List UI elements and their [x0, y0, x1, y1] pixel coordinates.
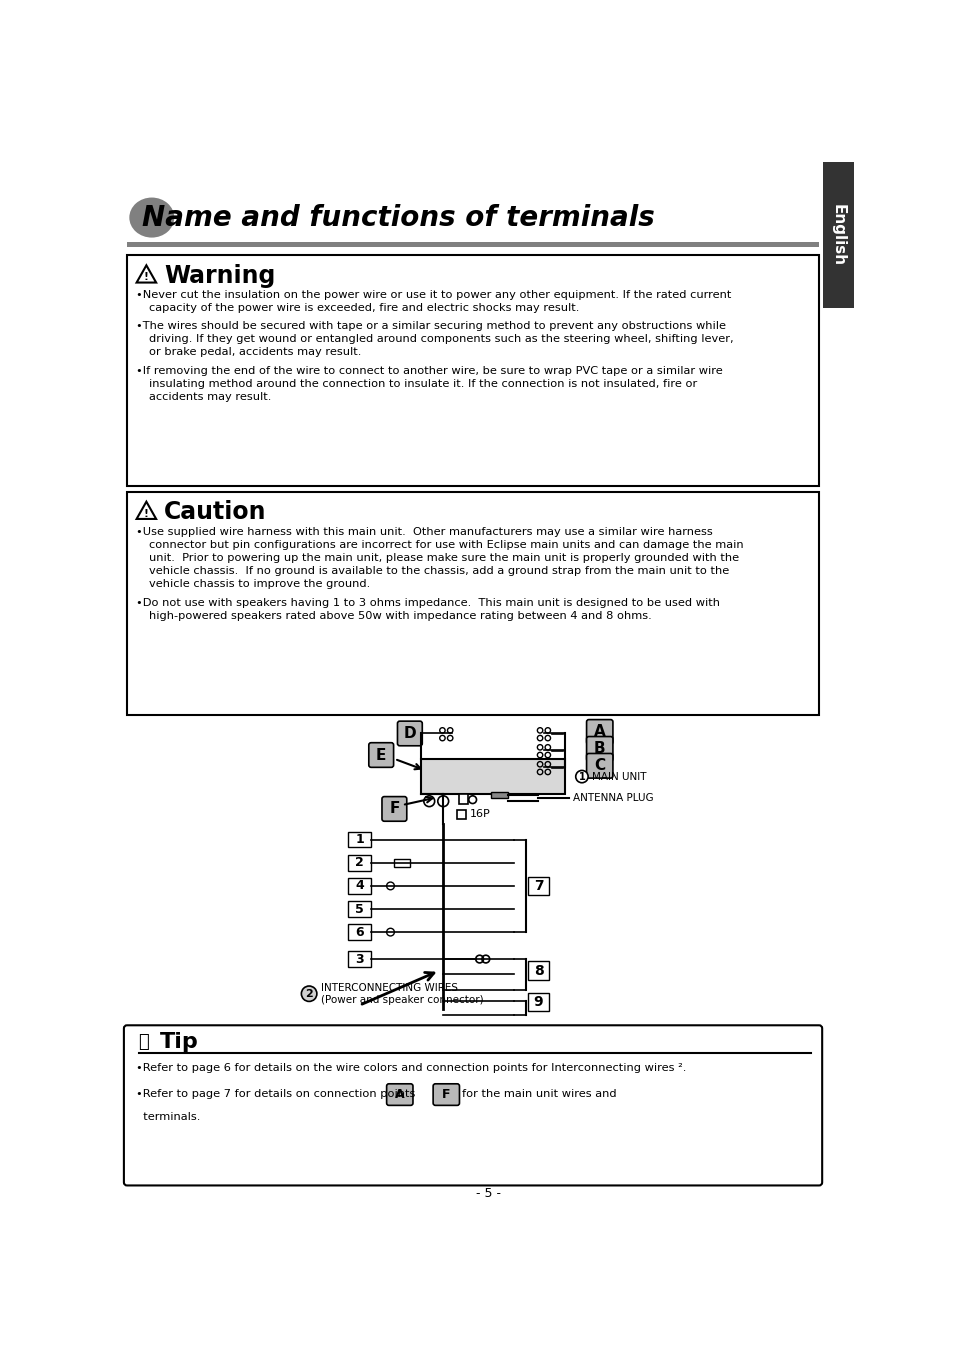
Text: Caution: Caution — [164, 500, 267, 524]
Text: MAIN UNIT: MAIN UNIT — [592, 771, 646, 782]
Text: 2: 2 — [305, 989, 313, 998]
Text: 6: 6 — [355, 925, 363, 939]
Bar — [348, 924, 371, 940]
Circle shape — [575, 770, 587, 782]
Text: !: ! — [144, 508, 149, 519]
Text: •The wires should be secured with tape or a similar securing method to prevent a: •The wires should be secured with tape o… — [136, 322, 725, 331]
Text: E: E — [375, 747, 386, 762]
Text: (Power and speaker connector): (Power and speaker connector) — [320, 994, 483, 1005]
FancyBboxPatch shape — [586, 736, 612, 761]
Bar — [528, 962, 548, 979]
Text: English: English — [830, 204, 845, 266]
FancyBboxPatch shape — [369, 743, 394, 767]
Text: •Refer to page 6 for details on the wire colors and connection points for Interc: •Refer to page 6 for details on the wire… — [136, 1063, 686, 1074]
Polygon shape — [136, 265, 156, 282]
Bar — [348, 878, 371, 893]
Text: •Refer to page 7 for details on connection points: •Refer to page 7 for details on connecti… — [136, 1089, 416, 1098]
Text: Tip: Tip — [159, 1032, 198, 1052]
Text: F: F — [389, 801, 399, 816]
Text: A: A — [594, 724, 605, 739]
Bar — [491, 792, 508, 798]
Text: 2: 2 — [355, 857, 363, 869]
FancyBboxPatch shape — [586, 754, 612, 778]
Text: capacity of the power wire is exceeded, fire and electric shocks may result.: capacity of the power wire is exceeded, … — [149, 303, 578, 312]
Text: •Never cut the insulation on the power wire or use it to power any other equipme: •Never cut the insulation on the power w… — [136, 289, 731, 300]
Text: - 5 -: - 5 - — [476, 1188, 501, 1201]
Text: !: ! — [144, 272, 149, 282]
Polygon shape — [136, 501, 156, 519]
Text: vehicle chassis to improve the ground.: vehicle chassis to improve the ground. — [149, 580, 370, 589]
Text: 1: 1 — [578, 771, 585, 782]
Bar — [456, 809, 466, 819]
Bar — [348, 901, 371, 917]
Text: for the main unit wires and: for the main unit wires and — [461, 1089, 616, 1098]
Text: 3: 3 — [355, 952, 363, 966]
Bar — [394, 859, 410, 867]
Text: 8: 8 — [533, 963, 543, 978]
Text: unit.  Prior to powering up the main unit, please make sure the main unit is pro: unit. Prior to powering up the main unit… — [149, 553, 738, 563]
Text: C: C — [594, 758, 604, 773]
Text: A: A — [395, 1088, 404, 1101]
Circle shape — [301, 986, 316, 1001]
FancyBboxPatch shape — [822, 162, 853, 308]
Text: 1: 1 — [355, 834, 363, 846]
Ellipse shape — [130, 197, 174, 238]
Text: 7: 7 — [533, 880, 543, 893]
Text: vehicle chassis.  If no ground is available to the chassis, add a ground strap f: vehicle chassis. If no ground is availab… — [149, 566, 728, 576]
Text: Warning: Warning — [164, 263, 275, 288]
Bar — [458, 794, 468, 804]
Text: B: B — [594, 742, 605, 757]
Text: 16P: 16P — [469, 809, 490, 819]
Text: Name and functions of terminals: Name and functions of terminals — [142, 204, 655, 231]
Bar — [348, 832, 371, 847]
Text: INTERCONNECTING WIRES: INTERCONNECTING WIRES — [320, 984, 457, 993]
Bar — [528, 993, 548, 1012]
Text: •If removing the end of the wire to connect to another wire, be sure to wrap PVC: •If removing the end of the wire to conn… — [136, 366, 722, 376]
Text: driving. If they get wound or entangled around components such as the steering w: driving. If they get wound or entangled … — [149, 334, 733, 345]
FancyBboxPatch shape — [381, 797, 406, 821]
Text: 4: 4 — [355, 880, 363, 893]
Bar — [528, 877, 548, 896]
Text: insulating method around the connection to insulate it. If the connection is not: insulating method around the connection … — [149, 378, 697, 389]
Text: accidents may result.: accidents may result. — [149, 392, 271, 403]
Text: D: D — [403, 725, 416, 740]
FancyBboxPatch shape — [127, 492, 819, 715]
Text: •Do not use with speakers having 1 to 3 ohms impedance.  This main unit is desig: •Do not use with speakers having 1 to 3 … — [136, 597, 720, 608]
Text: or brake pedal, accidents may result.: or brake pedal, accidents may result. — [149, 347, 360, 357]
Bar — [127, 242, 819, 247]
Text: ANTENNA PLUG: ANTENNA PLUG — [572, 793, 653, 802]
Text: 👉: 👉 — [138, 1034, 150, 1051]
Bar — [348, 951, 371, 967]
Text: F: F — [441, 1088, 450, 1101]
FancyBboxPatch shape — [397, 721, 422, 746]
Circle shape — [423, 796, 435, 807]
FancyBboxPatch shape — [386, 1084, 413, 1105]
Bar — [421, 759, 564, 793]
Circle shape — [437, 796, 448, 807]
FancyBboxPatch shape — [586, 720, 612, 744]
FancyBboxPatch shape — [433, 1084, 459, 1105]
Text: high-powered speakers rated above 50w with impedance rating between 4 and 8 ohms: high-powered speakers rated above 50w wi… — [149, 611, 651, 620]
FancyBboxPatch shape — [124, 1025, 821, 1185]
FancyBboxPatch shape — [127, 254, 819, 485]
Text: terminals.: terminals. — [136, 1112, 200, 1121]
Text: •Use supplied wire harness with this main unit.  Other manufacturers may use a s: •Use supplied wire harness with this mai… — [136, 527, 712, 536]
Text: connector but pin configurations are incorrect for use with Eclipse main units a: connector but pin configurations are inc… — [149, 540, 742, 550]
Text: 5: 5 — [355, 902, 363, 916]
Text: 9: 9 — [533, 996, 543, 1009]
Bar — [348, 855, 371, 870]
